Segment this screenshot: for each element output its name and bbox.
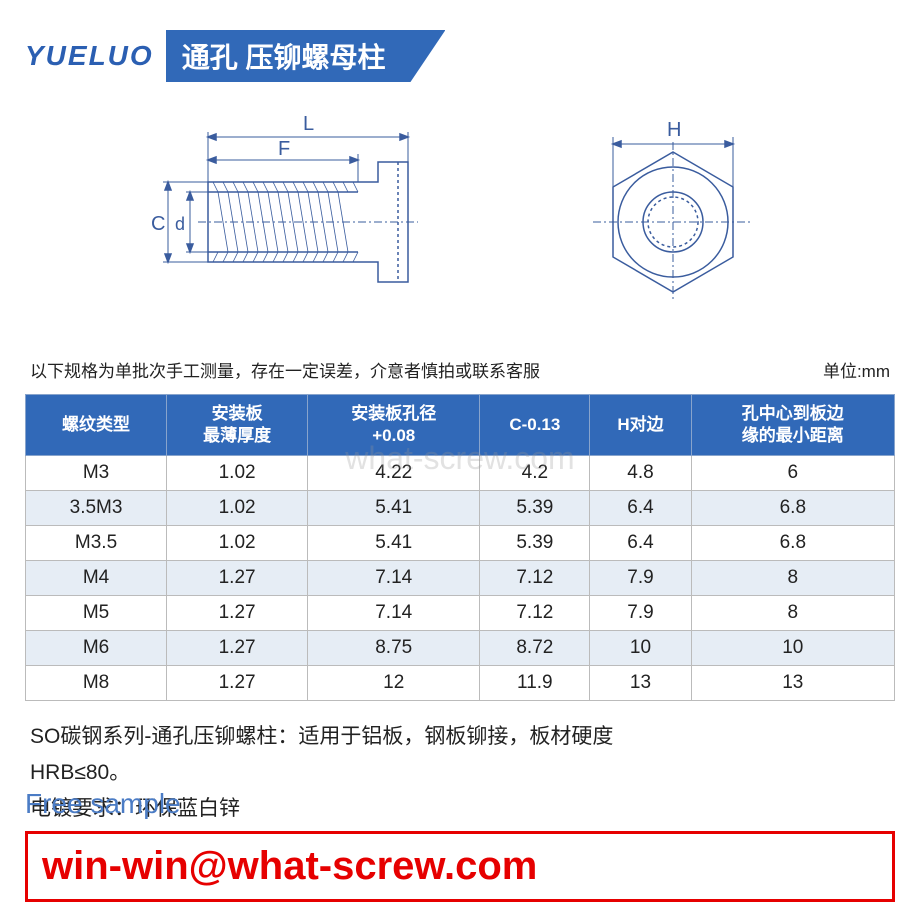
svg-text:L: L xyxy=(303,113,314,135)
table-cell: 1.02 xyxy=(167,456,308,491)
table-header: 螺纹类型 xyxy=(26,395,167,456)
svg-text:F: F xyxy=(278,138,290,160)
svg-text:d: d xyxy=(175,214,185,234)
table-cell: M3 xyxy=(26,456,167,491)
table-cell: 1.27 xyxy=(167,631,308,666)
table-cell: 13 xyxy=(590,666,691,701)
table-row: M41.277.147.127.98 xyxy=(26,561,895,596)
table-cell: 7.14 xyxy=(308,596,480,631)
top-view-diagram: H xyxy=(573,122,773,322)
table-cell: 1.27 xyxy=(167,561,308,596)
table-header: 安装板最薄厚度 xyxy=(167,395,308,456)
table-cell: 8.72 xyxy=(480,631,590,666)
table-cell: 3.5M3 xyxy=(26,491,167,526)
measurement-note: 以下规格为单批次手工测量，存在一定误差，介意者慎拍或联系客服 xyxy=(30,357,540,382)
table-cell: 7.12 xyxy=(480,561,590,596)
table-cell: 6.8 xyxy=(691,491,894,526)
table-cell: 1.27 xyxy=(167,666,308,701)
table-row: M51.277.147.127.98 xyxy=(26,596,895,631)
table-cell: 6 xyxy=(691,456,894,491)
title-banner: 通孔 压铆螺母柱 xyxy=(166,30,446,82)
table-row: 3.5M31.025.415.396.46.8 xyxy=(26,491,895,526)
table-row: M3.51.025.415.396.46.8 xyxy=(26,526,895,561)
table-cell: 7.14 xyxy=(308,561,480,596)
desc-line-1: SO碳钢系列-通孔压铆螺柱：适用于铝板，钢板铆接，板材硬度 xyxy=(30,719,890,755)
technical-diagram: L F C d H xyxy=(25,102,895,342)
table-cell: 12 xyxy=(308,666,480,701)
table-header: 安装板孔径+0.08 xyxy=(308,395,480,456)
table-cell: 11.9 xyxy=(480,666,590,701)
contact-email: win-win@what-screw.com xyxy=(42,844,878,889)
table-cell: 10 xyxy=(691,631,894,666)
table-header: 孔中心到板边缘的最小距离 xyxy=(691,395,894,456)
header: YUELUO 通孔 压铆螺母柱 xyxy=(25,30,895,82)
side-view-diagram: L F C d xyxy=(148,112,448,332)
table-cell: 6.4 xyxy=(590,526,691,561)
table-cell: 4.22 xyxy=(308,456,480,491)
table-row: M61.278.758.721010 xyxy=(26,631,895,666)
svg-text:C: C xyxy=(151,213,165,235)
table-row: M81.271211.91313 xyxy=(26,666,895,701)
table-cell: 1.02 xyxy=(167,491,308,526)
table-cell: 13 xyxy=(691,666,894,701)
table-cell: 7.12 xyxy=(480,596,590,631)
brand-logo: YUELUO xyxy=(25,40,154,72)
table-cell: 5.39 xyxy=(480,491,590,526)
table-header: C-0.13 xyxy=(480,395,590,456)
table-cell: 4.2 xyxy=(480,456,590,491)
table-cell: M3.5 xyxy=(26,526,167,561)
table-cell: M6 xyxy=(26,631,167,666)
table-cell: 8.75 xyxy=(308,631,480,666)
table-cell: 8 xyxy=(691,596,894,631)
table-header: H对边 xyxy=(590,395,691,456)
table-cell: 7.9 xyxy=(590,596,691,631)
email-container: win-win@what-screw.com xyxy=(25,831,895,902)
table-cell: 4.8 xyxy=(590,456,691,491)
svg-text:H: H xyxy=(667,122,681,141)
table-cell: 7.9 xyxy=(590,561,691,596)
table-cell: 5.41 xyxy=(308,526,480,561)
spec-table: 螺纹类型安装板最薄厚度安装板孔径+0.08C-0.13H对边孔中心到板边缘的最小… xyxy=(25,394,895,701)
note-row: 以下规格为单批次手工测量，存在一定误差，介意者慎拍或联系客服 单位:mm xyxy=(25,357,895,382)
table-cell: 10 xyxy=(590,631,691,666)
free-sample-label: Free sample xyxy=(25,788,181,820)
table-row: M31.024.224.24.86 xyxy=(26,456,895,491)
table-cell: 8 xyxy=(691,561,894,596)
unit-label: 单位:mm xyxy=(823,357,890,382)
table-cell: M8 xyxy=(26,666,167,701)
table-cell: M5 xyxy=(26,596,167,631)
desc-line-2: HRB≤80。 xyxy=(30,755,890,791)
table-cell: 1.27 xyxy=(167,596,308,631)
table-cell: 5.41 xyxy=(308,491,480,526)
table-cell: 6.4 xyxy=(590,491,691,526)
table-cell: 1.02 xyxy=(167,526,308,561)
table-cell: M4 xyxy=(26,561,167,596)
table-cell: 6.8 xyxy=(691,526,894,561)
table-cell: 5.39 xyxy=(480,526,590,561)
